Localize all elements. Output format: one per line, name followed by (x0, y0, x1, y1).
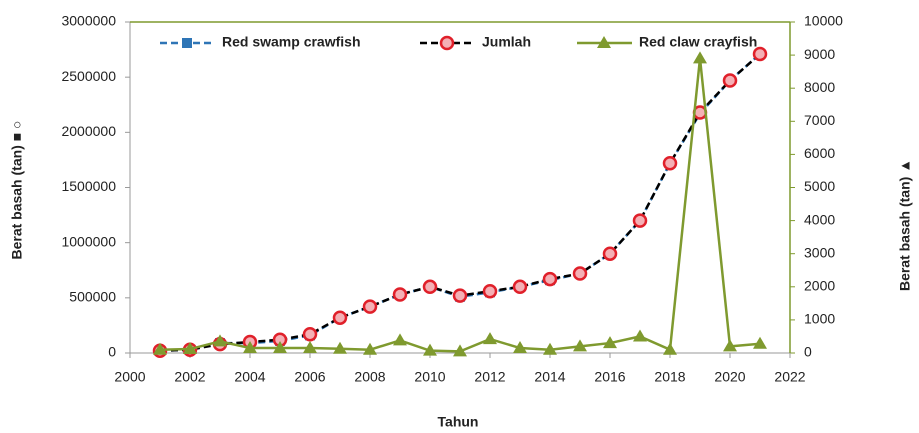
series-marker (213, 334, 227, 347)
x-tick-label: 2008 (354, 369, 385, 385)
series-marker (453, 344, 467, 357)
y2-tick-label: 9000 (804, 46, 835, 62)
series-line (159, 53, 761, 353)
y-tick-label: 2000000 (61, 123, 116, 139)
y-axis-title: Berat basah (tan) ■ ○ (9, 120, 25, 259)
x-axis-title: Tahun (438, 414, 479, 430)
series-marker (273, 341, 287, 354)
series-marker (542, 271, 558, 287)
series-marker (422, 279, 438, 295)
y2-tick-label: 2000 (804, 278, 835, 294)
x-tick-label: 2006 (294, 369, 325, 385)
series-marker (513, 341, 527, 354)
series-marker (723, 339, 737, 352)
series-marker (423, 343, 437, 356)
legend-label: Jumlah (482, 34, 531, 50)
series-marker (153, 342, 167, 355)
x-tick-label: 2022 (774, 369, 805, 385)
series-marker (752, 46, 768, 62)
series-marker (603, 336, 617, 349)
series-marker (243, 341, 257, 354)
series-marker (362, 299, 378, 314)
legend-marker (182, 38, 192, 48)
series-marker (393, 333, 407, 346)
series-marker (452, 288, 468, 303)
y2-tick-label: 7000 (804, 112, 835, 128)
series-marker (663, 342, 677, 355)
y-tick-label: 1500000 (61, 178, 116, 194)
y2-tick-label: 5000 (804, 178, 835, 194)
x-tick-label: 2016 (594, 369, 625, 385)
series-marker (543, 342, 557, 355)
series-marker (363, 342, 377, 355)
legend-marker (597, 36, 611, 48)
x-tick-label: 2000 (114, 369, 145, 385)
x-tick-label: 2020 (714, 369, 745, 385)
y-tick-label: 2500000 (61, 68, 116, 84)
y2-tick-label: 8000 (804, 79, 835, 95)
y2-tick-label: 1000 (804, 311, 835, 327)
y2-axis-title: Berat basah (tan) ▲ (897, 159, 913, 291)
y2-tick-label: 3000 (804, 244, 835, 260)
x-tick-label: 2010 (414, 369, 445, 385)
series-marker (483, 332, 497, 345)
y-tick-label: 1000000 (61, 233, 116, 249)
series-marker (753, 336, 767, 349)
series-marker (512, 279, 528, 295)
x-tick-label: 2014 (534, 369, 565, 385)
series-marker (572, 266, 588, 281)
y-tick-label: 0 (108, 344, 116, 360)
legend-label: Red claw crayfish (639, 34, 757, 50)
x-tick-label: 2002 (174, 369, 205, 385)
series-marker (482, 283, 498, 299)
legend-marker (439, 35, 455, 51)
series-marker (662, 155, 678, 171)
series-marker (633, 329, 647, 342)
series-marker (693, 51, 707, 64)
series-marker (183, 342, 197, 355)
series-marker (332, 310, 348, 325)
series-marker (302, 326, 318, 342)
series-marker (303, 341, 317, 354)
y2-tick-label: 10000 (804, 13, 843, 29)
series-line (159, 58, 761, 353)
series-marker (333, 341, 347, 354)
y2-tick-label: 6000 (804, 145, 835, 161)
x-tick-label: 2004 (234, 369, 265, 385)
legend-label: Red swamp crawfish (222, 34, 361, 50)
y-tick-label: 500000 (69, 289, 116, 305)
y-tick-label: 3000000 (61, 13, 116, 29)
y2-tick-label: 4000 (804, 211, 835, 227)
series-line (159, 53, 761, 353)
series-marker (632, 213, 648, 228)
series-marker (602, 246, 618, 261)
y2-tick-label: 0 (804, 344, 812, 360)
series-marker (573, 339, 587, 352)
series-marker (392, 287, 408, 302)
x-tick-label: 2012 (474, 369, 505, 385)
x-tick-label: 2018 (654, 369, 685, 385)
series-marker (722, 73, 738, 88)
